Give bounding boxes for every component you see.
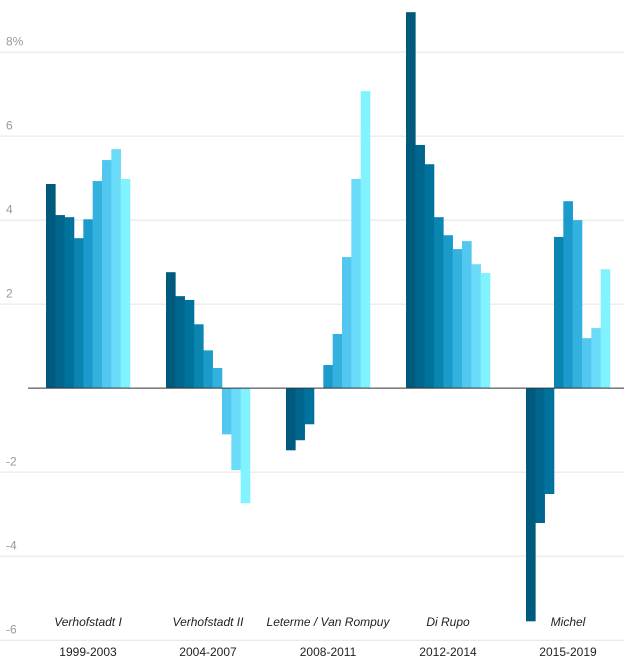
bar	[342, 257, 352, 389]
bar	[415, 144, 425, 389]
bar	[591, 328, 601, 389]
bar	[600, 269, 611, 389]
bar	[295, 388, 305, 441]
bar	[175, 296, 185, 389]
bar	[55, 215, 65, 389]
y-tick-label: -6	[6, 622, 17, 636]
bar	[582, 338, 592, 389]
group-label: Michel	[551, 615, 586, 629]
bar	[544, 388, 555, 495]
bar	[102, 160, 112, 389]
y-tick-label: -4	[6, 538, 17, 552]
group-label: Di Rupo	[426, 615, 470, 629]
bar	[332, 333, 343, 389]
bar	[111, 149, 121, 389]
y-tick-label: 2	[6, 286, 13, 300]
bar	[83, 219, 93, 389]
bar	[443, 235, 453, 389]
bar	[535, 388, 545, 523]
bar	[231, 388, 241, 471]
bar	[424, 164, 435, 389]
bar	[462, 241, 472, 389]
group-label: Verhofstadt I	[54, 615, 122, 629]
bar	[434, 217, 444, 389]
bar	[212, 367, 223, 389]
bar	[46, 183, 56, 389]
bar	[203, 350, 213, 389]
bar	[360, 91, 371, 389]
bar	[166, 272, 176, 389]
group-label: Verhofstadt II	[173, 615, 245, 629]
bar	[184, 299, 195, 389]
x-tick-label: 2008-2011	[300, 645, 357, 657]
bar	[480, 273, 491, 389]
bar	[526, 388, 536, 622]
bar	[554, 236, 564, 389]
bar	[74, 238, 84, 389]
bar	[304, 388, 315, 425]
group-label: Leterme / Van Rompuy	[267, 615, 391, 629]
bar	[92, 181, 103, 389]
bar	[120, 178, 131, 389]
y-tick-label: 4	[6, 202, 13, 216]
bar	[452, 249, 463, 389]
x-tick-label: 2012-2014	[419, 645, 477, 657]
bar	[194, 324, 204, 389]
x-tick-label: 2015-2019	[539, 645, 597, 657]
bar	[572, 220, 583, 389]
x-tick-label: 1999-2003	[59, 645, 117, 657]
bar	[406, 12, 416, 389]
bar	[351, 178, 361, 389]
y-tick-label: 8%	[6, 34, 24, 48]
bar	[64, 217, 75, 389]
bar	[323, 365, 333, 389]
x-tick-label: 2004-2007	[179, 645, 237, 657]
y-tick-label: 6	[6, 118, 13, 132]
bar	[222, 388, 232, 435]
bar	[563, 201, 573, 389]
bar	[240, 388, 251, 504]
bar	[471, 264, 481, 389]
y-tick-label: -2	[6, 454, 17, 468]
bar	[286, 388, 296, 451]
